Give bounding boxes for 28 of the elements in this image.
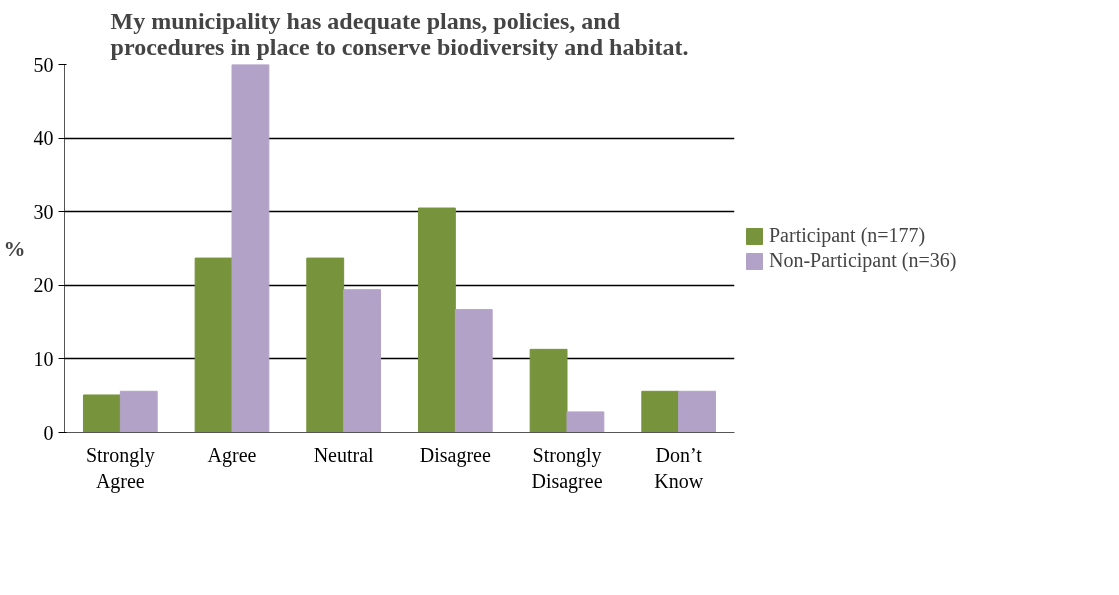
x-tick-label: Strongly Agree xyxy=(85,443,155,493)
x-tick-label: Don’t Know xyxy=(654,443,704,492)
bar xyxy=(119,390,158,433)
bar xyxy=(529,348,568,433)
legend-label: Non-Participant (n=36) xyxy=(769,249,957,272)
bar xyxy=(231,64,270,433)
y-tick-label: 10 xyxy=(33,347,54,370)
chart-title: My municipality has adequate plans, policies, and procedures in place to conserve biodiversity and habitat. xyxy=(110,7,689,60)
y-tick-label: 40 xyxy=(33,127,54,150)
x-tick-label: Neutral xyxy=(313,443,375,466)
x-tick-label: Strongly Disagree xyxy=(531,443,603,493)
y-tick-label: 0 xyxy=(43,421,54,444)
bar xyxy=(417,207,456,433)
bar xyxy=(194,257,233,433)
legend-label: Participant (n=177) xyxy=(769,224,926,247)
x-tick-label: Agree xyxy=(207,443,257,467)
bar xyxy=(454,309,493,433)
y-tick-label: 30 xyxy=(33,200,54,223)
bar xyxy=(678,390,717,433)
bar xyxy=(343,289,382,433)
x-tick-label: Disagree xyxy=(419,443,491,467)
bar xyxy=(306,257,345,433)
bar xyxy=(641,390,680,433)
y-tick-label: 50 xyxy=(33,53,54,76)
y-tick-label: 20 xyxy=(33,274,54,297)
bar xyxy=(82,394,121,433)
bar xyxy=(566,411,605,433)
y-axis-title: % xyxy=(3,236,26,261)
